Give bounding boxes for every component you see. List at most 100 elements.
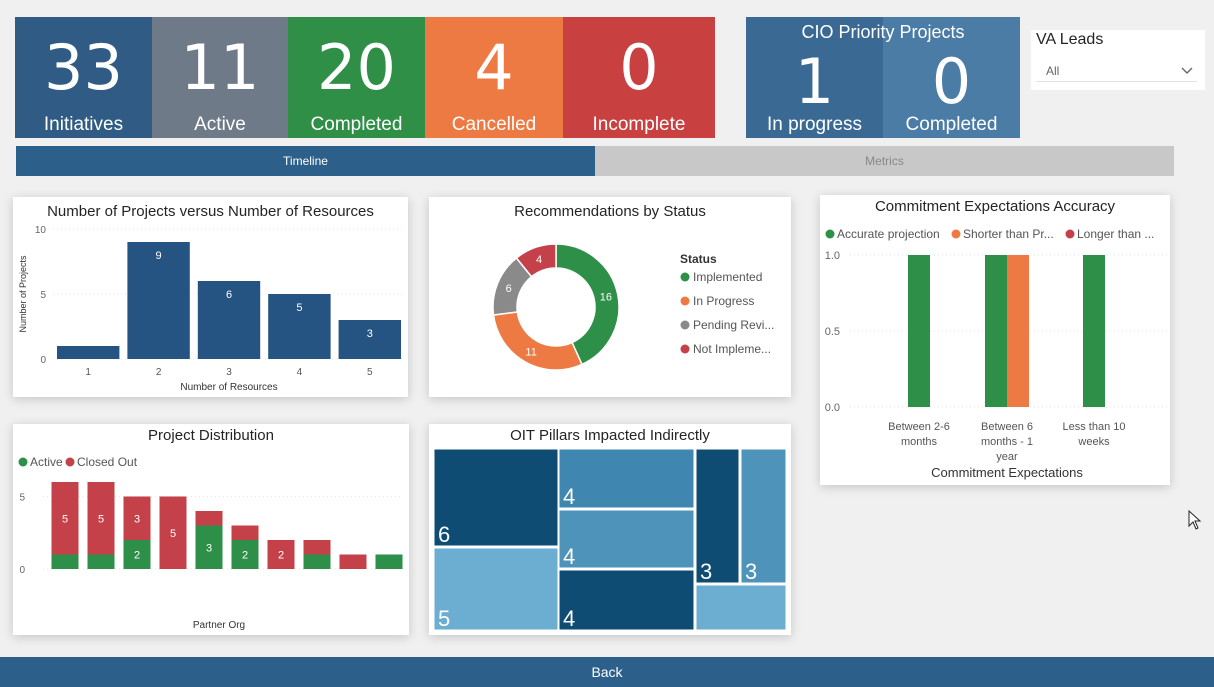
treemap-tile <box>695 448 740 584</box>
y-tick-label: 0.0 <box>825 402 840 414</box>
kpi-label: Completed <box>905 114 998 135</box>
oit-pillars-chart[interactable]: OIT Pillars Impacted Indirectly 6 5 4 4 4 3 3 <box>429 424 791 635</box>
bar-data-label: 5 <box>62 513 68 525</box>
legend-marker <box>1065 229 1075 239</box>
y-tick-label: 10 <box>35 225 47 236</box>
slicer-title: VA Leads <box>1036 31 1104 48</box>
cio-title: CIO Priority Projects <box>801 22 965 42</box>
x-axis-title: Partner Org <box>193 620 245 631</box>
commitment-accuracy-chart[interactable]: Commitment Expectations Accuracy Accurat… <box>820 195 1170 485</box>
project-distribution-chart[interactable]: Project Distribution Active Closed Out 0 5 5… <box>13 424 409 635</box>
bar-data-label: 2 <box>278 550 284 562</box>
bar-data-label: 5 <box>296 302 302 314</box>
bar <box>57 346 120 359</box>
legend-marker <box>680 272 690 282</box>
treemap-value: 4 <box>563 484 575 509</box>
x-tick-label: 4 <box>297 367 303 378</box>
legend-label: Closed Out <box>77 455 138 469</box>
kpi-completed[interactable]: 20 Completed <box>288 17 425 138</box>
chart-title: Commitment Expectations Accuracy <box>874 198 1116 215</box>
kpi-incomplete[interactable]: 0 Incomplete <box>563 17 715 138</box>
donut-slice <box>515 243 557 278</box>
x-tick-label: Less than 10 <box>1063 421 1126 433</box>
kpi-label: Completed <box>310 114 403 135</box>
bar <box>908 255 930 407</box>
x-tick-label: months <box>901 436 938 448</box>
bar-segment <box>267 540 295 569</box>
projects-vs-resources-chart[interactable]: Number of Projects versus Number of Reso… <box>13 197 408 397</box>
slice-data-label: 4 <box>536 254 542 266</box>
bar <box>197 281 261 359</box>
chart-title: OIT Pillars Impacted Indirectly <box>510 427 710 444</box>
kpi-value: 0 <box>619 31 659 104</box>
bar-segment <box>51 554 79 569</box>
donut-slice <box>492 311 583 371</box>
x-tick-label: Between 2-6 <box>888 421 950 433</box>
oit-pillars-treemap: 6 5 4 4 4 3 3 <box>433 448 787 631</box>
bar <box>1083 255 1105 407</box>
legend-label: Implemented <box>693 270 762 284</box>
bar <box>985 255 1007 407</box>
slice-data-label: 6 <box>506 283 512 295</box>
bar-data-label: 9 <box>156 250 162 262</box>
kpi-value: 4 <box>474 31 514 104</box>
bar-segment <box>87 482 115 555</box>
legend-label: Accurate projection <box>837 227 940 241</box>
x-tick-label: months - 1 <box>981 436 1033 448</box>
bar-segment <box>159 496 187 569</box>
legend-marker <box>680 344 690 354</box>
legend-label: Not Impleme... <box>693 342 771 356</box>
legend-label: Shorter than Pr... <box>963 227 1054 241</box>
bar-segment <box>375 554 403 569</box>
kpi-value: 1 <box>794 45 835 118</box>
bar-segment <box>195 525 223 569</box>
x-tick-label: weeks <box>1077 436 1110 448</box>
kpi-label: Initiatives <box>43 114 124 135</box>
x-axis-title: Number of Resources <box>180 382 277 393</box>
chart-title: Project Distribution <box>148 427 274 444</box>
cio-completed[interactable]: 0 Completed <box>883 17 1020 138</box>
bar-segment <box>231 525 259 540</box>
legend-marker <box>951 229 961 239</box>
bar-segment <box>303 540 331 555</box>
kpi-active[interactable]: 11 Active <box>152 17 288 138</box>
treemap-value: 6 <box>438 522 450 547</box>
kpi-label: Active <box>194 114 246 135</box>
bar-data-label: 3 <box>367 328 373 340</box>
bar-data-label: 3 <box>206 542 212 554</box>
y-tick-label: 0 <box>19 565 25 576</box>
y-axis-title: Number of Projects <box>18 255 28 333</box>
treemap-tile <box>695 584 787 631</box>
kpi-cancelled[interactable]: 4 Cancelled <box>425 17 563 138</box>
recommendations-by-status-chart[interactable]: Recommendations by Status 16 11 6 4 Status Im… <box>429 197 791 397</box>
bar-data-label: 2 <box>134 550 140 562</box>
bar-data-label: 5 <box>98 513 104 525</box>
legend-marker <box>65 457 75 467</box>
kpi-value: 11 <box>180 31 260 104</box>
y-tick-label: 5 <box>19 493 25 504</box>
kpi-label: Incomplete <box>592 114 686 135</box>
back-button[interactable]: Back <box>0 657 1214 687</box>
va-leads-slicer: VA Leads All <box>1031 30 1205 90</box>
bar-data-label: 5 <box>170 528 176 540</box>
cio-in-progress[interactable]: 1 In progress <box>746 17 883 138</box>
treemap-value: 4 <box>563 544 575 569</box>
bar <box>127 242 190 359</box>
y-tick-label: 0.5 <box>825 326 840 338</box>
slice-data-label: 11 <box>525 347 536 359</box>
bar-segment <box>339 554 367 569</box>
x-tick-label: 5 <box>367 367 373 378</box>
tab-timeline[interactable]: Timeline <box>16 146 595 176</box>
kpi-initiatives[interactable]: 33 Initiatives <box>15 17 152 138</box>
kpi-value: 20 <box>317 31 396 104</box>
y-tick-label: 1.0 <box>825 250 840 262</box>
va-leads-dropdown[interactable]: All <box>1036 60 1197 82</box>
chart-title: Recommendations by Status <box>514 203 706 220</box>
treemap-tile <box>558 569 695 631</box>
chevron-down-icon <box>1181 60 1193 89</box>
kpi-value: 0 <box>931 45 972 118</box>
tab-metrics[interactable]: Metrics <box>595 146 1174 176</box>
kpi-label: In progress <box>766 114 863 135</box>
y-tick-label: 0 <box>40 355 46 366</box>
treemap-tile <box>558 448 695 509</box>
